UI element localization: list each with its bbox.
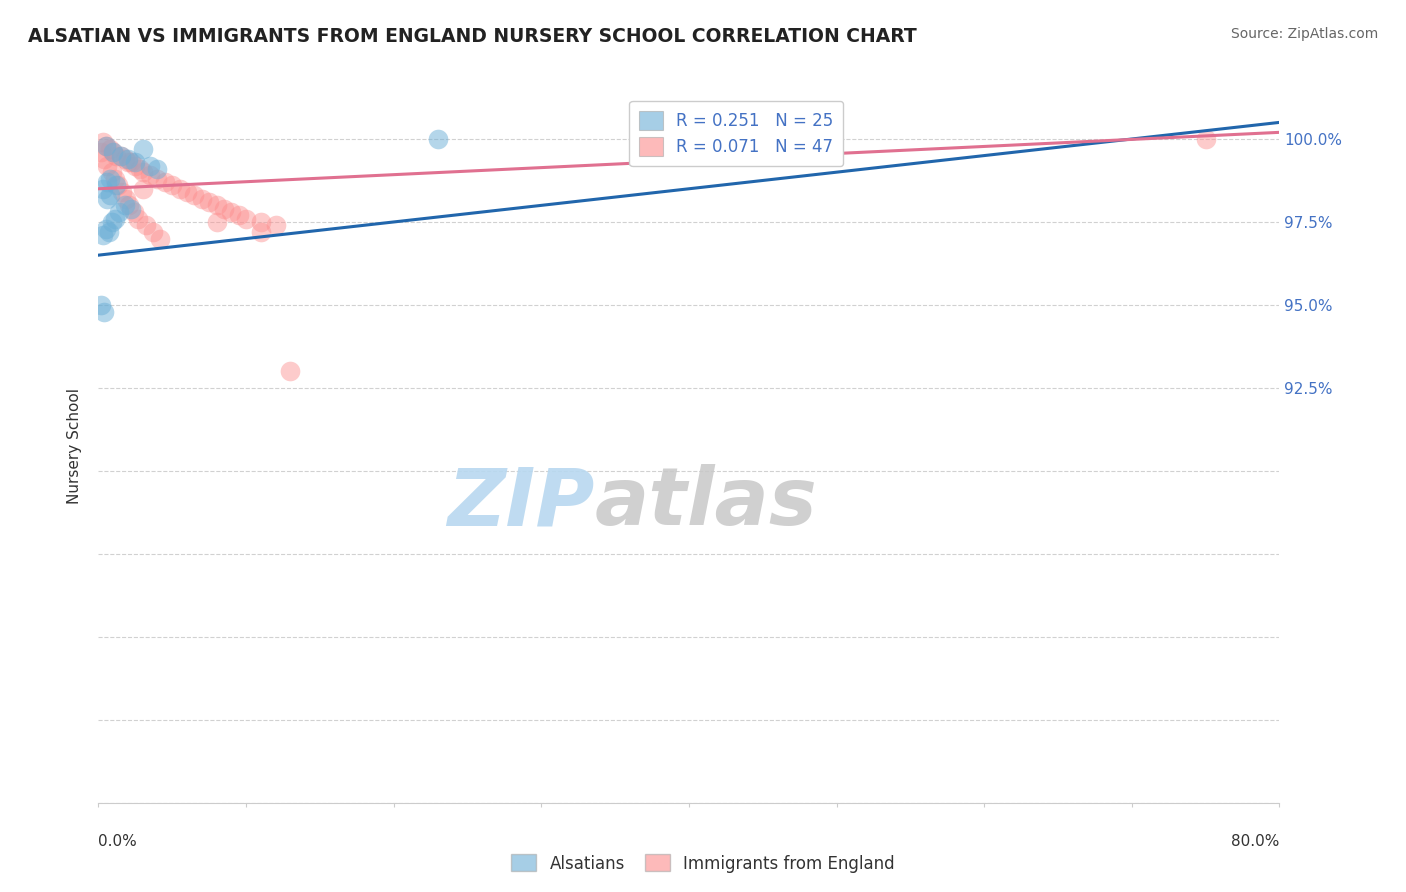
Point — [250, 215, 273, 229]
Point — [146, 161, 169, 176]
Point — [96, 192, 118, 206]
Point — [212, 202, 235, 216]
Point — [120, 202, 142, 216]
Point — [124, 155, 146, 169]
Point — [142, 225, 165, 239]
Point — [115, 192, 138, 206]
Point — [118, 198, 141, 212]
Point — [149, 231, 172, 245]
Point — [122, 205, 145, 219]
Text: atlas: atlas — [595, 464, 817, 542]
Point — [132, 182, 155, 196]
Point — [132, 165, 155, 179]
Text: 80.0%: 80.0% — [1232, 834, 1279, 849]
Point — [278, 364, 302, 378]
Point — [98, 142, 121, 156]
Point — [146, 171, 169, 186]
Point — [96, 175, 118, 189]
Point — [221, 205, 243, 219]
Point — [127, 211, 149, 226]
Point — [91, 228, 114, 243]
Point — [162, 178, 183, 193]
Point — [100, 215, 122, 229]
Point — [153, 175, 176, 189]
Point — [103, 145, 125, 160]
Text: Source: ZipAtlas.com: Source: ZipAtlas.com — [1230, 27, 1378, 41]
Point — [117, 155, 139, 169]
Point — [94, 221, 117, 235]
Legend: Alsatians, Immigrants from England: Alsatians, Immigrants from England — [505, 847, 901, 880]
Point — [124, 159, 146, 173]
Point — [228, 208, 250, 222]
Point — [100, 165, 122, 179]
Point — [93, 304, 115, 318]
Point — [120, 155, 142, 169]
Point — [104, 211, 127, 226]
Point — [176, 185, 198, 199]
Point — [139, 159, 162, 173]
Point — [90, 298, 112, 312]
Point — [264, 219, 287, 233]
Point — [114, 198, 136, 212]
Point — [98, 171, 121, 186]
Point — [427, 132, 450, 146]
Point — [91, 136, 114, 150]
Point — [198, 195, 221, 210]
Point — [132, 142, 155, 156]
Point — [94, 138, 117, 153]
Point — [1195, 132, 1218, 146]
Point — [91, 182, 114, 196]
Point — [235, 211, 257, 226]
Point — [110, 148, 132, 162]
Point — [96, 159, 118, 173]
Legend: R = 0.251   N = 25, R = 0.071   N = 47: R = 0.251 N = 25, R = 0.071 N = 47 — [630, 101, 844, 166]
Point — [90, 145, 112, 160]
Point — [117, 152, 139, 166]
Point — [128, 161, 150, 176]
Point — [183, 188, 205, 202]
Point — [94, 138, 117, 153]
Point — [103, 145, 125, 160]
Point — [107, 178, 129, 193]
Point — [98, 188, 121, 202]
Point — [114, 152, 136, 166]
Point — [105, 178, 128, 193]
Point — [105, 148, 128, 162]
Point — [250, 225, 273, 239]
Point — [104, 171, 127, 186]
Point — [205, 215, 228, 229]
Y-axis label: Nursery School: Nursery School — [67, 388, 83, 504]
Text: ZIP: ZIP — [447, 464, 595, 542]
Point — [108, 205, 131, 219]
Text: ALSATIAN VS IMMIGRANTS FROM ENGLAND NURSERY SCHOOL CORRELATION CHART: ALSATIAN VS IMMIGRANTS FROM ENGLAND NURS… — [28, 27, 917, 45]
Point — [135, 219, 157, 233]
Point — [93, 152, 115, 166]
Point — [110, 148, 132, 162]
Point — [139, 169, 162, 183]
Point — [191, 192, 214, 206]
Point — [169, 182, 191, 196]
Point — [205, 198, 228, 212]
Text: 0.0%: 0.0% — [98, 834, 138, 849]
Point — [97, 225, 120, 239]
Point — [111, 185, 134, 199]
